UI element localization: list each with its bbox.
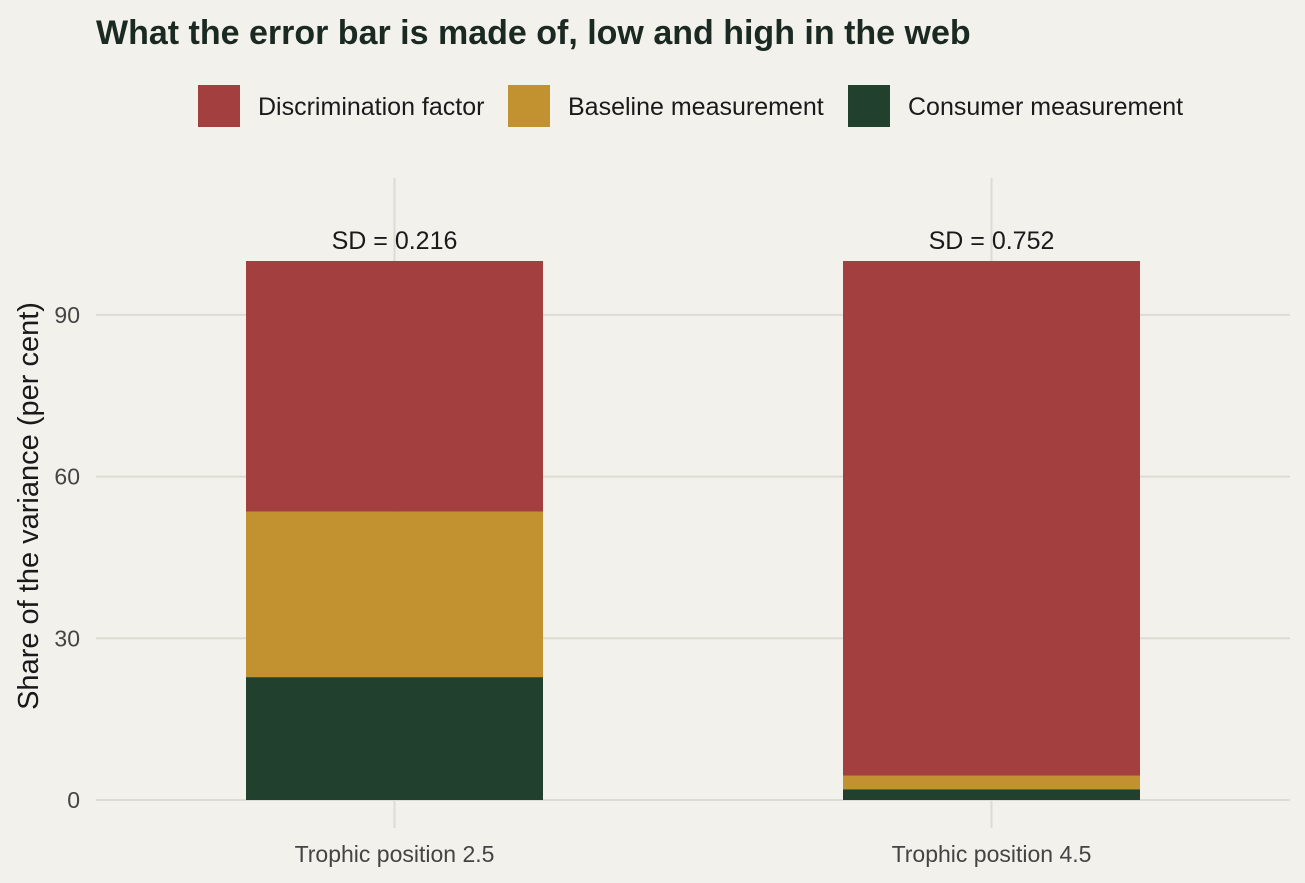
legend-swatch xyxy=(198,85,240,127)
y-tick-label: 90 xyxy=(54,302,80,328)
legend-swatch xyxy=(848,85,890,127)
bar-annotations: SD = 0.216 SD = 0.752 xyxy=(332,227,1055,255)
legend-swatch xyxy=(508,85,550,127)
bar-annotation: SD = 0.752 xyxy=(929,227,1055,255)
y-axis-ticks: 0 30 60 90 xyxy=(54,302,80,813)
y-axis-title: Share of the variance (per cent) xyxy=(13,302,45,710)
y-tick-label: 0 xyxy=(67,787,80,813)
bar-segment xyxy=(843,789,1140,800)
y-tick-label: 30 xyxy=(54,625,80,651)
x-tick-label: Trophic position 4.5 xyxy=(892,841,1092,867)
x-tick-label: Trophic position 2.5 xyxy=(295,841,495,867)
legend: Discrimination factor Baseline measuremen… xyxy=(198,85,1183,127)
bar-segment xyxy=(843,775,1140,790)
legend-label: Baseline measurement xyxy=(568,93,824,121)
bar-segment xyxy=(246,511,543,678)
bar-segment xyxy=(246,677,543,800)
bars xyxy=(246,261,1140,800)
bar-annotation: SD = 0.216 xyxy=(332,227,458,255)
legend-label: Discrimination factor xyxy=(258,93,484,121)
y-tick-label: 60 xyxy=(54,464,80,490)
x-axis-ticks: Trophic position 2.5 Trophic position 4.5 xyxy=(295,841,1092,867)
bar-segment xyxy=(246,261,543,512)
chart-title: What the error bar is made of, low and h… xyxy=(96,14,971,52)
legend-label: Consumer measurement xyxy=(908,93,1183,121)
bar-segment xyxy=(843,261,1140,776)
